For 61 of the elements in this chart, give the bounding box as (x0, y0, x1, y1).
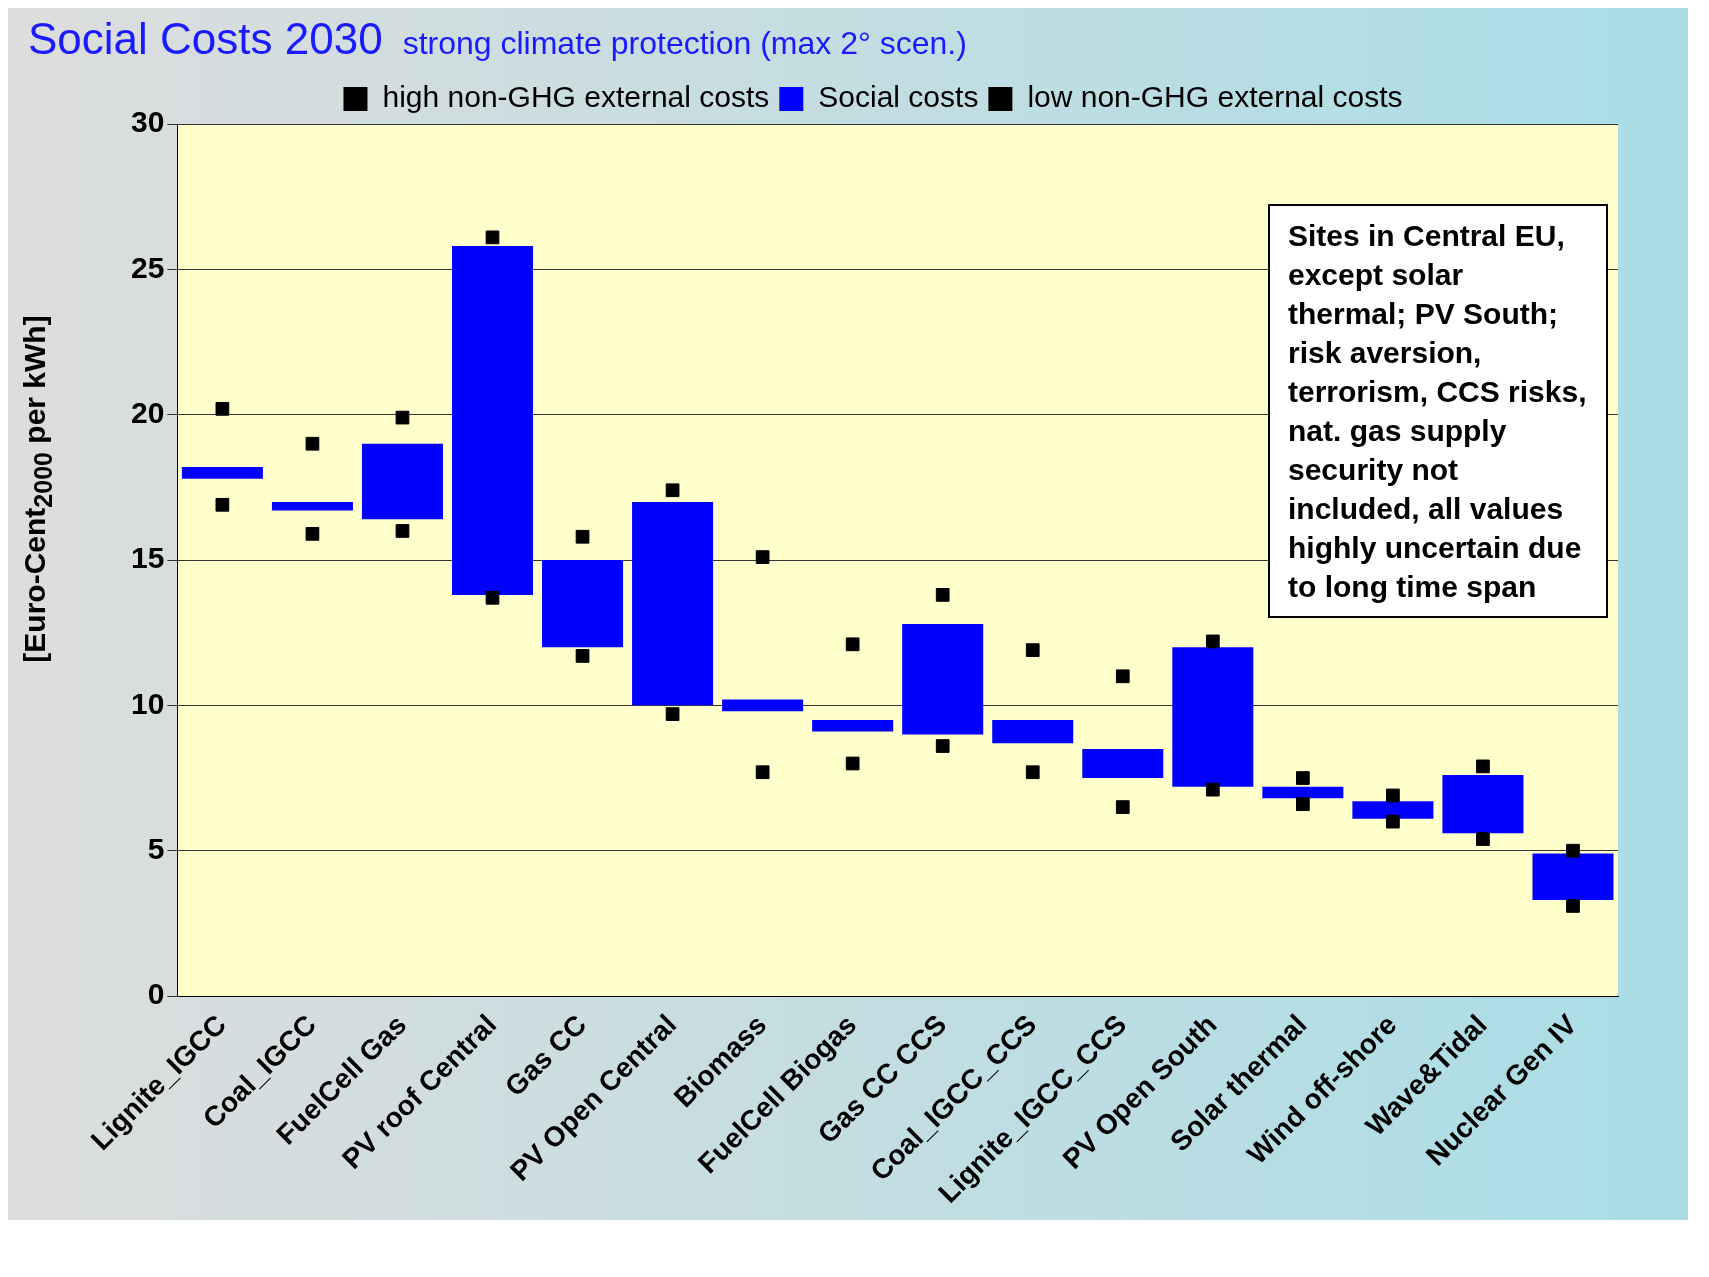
point (1025, 765, 1040, 780)
point (215, 497, 230, 512)
bar (722, 699, 804, 712)
point (1205, 782, 1220, 797)
point (305, 526, 320, 541)
point (395, 410, 410, 425)
point (1386, 788, 1400, 803)
point (755, 765, 770, 780)
bar (271, 501, 353, 511)
y-tick-label: 10 (130, 686, 165, 720)
point (935, 588, 950, 602)
y-tick-label: 15 (130, 541, 165, 575)
bar (812, 719, 894, 732)
chart-subtitle: strong climate protection (max 2° scen.) (402, 25, 967, 61)
point (665, 707, 680, 721)
point (1566, 843, 1580, 858)
point (845, 637, 860, 652)
y-tick-label: 5 (147, 831, 165, 865)
bar (1532, 853, 1614, 901)
point (395, 524, 410, 538)
point (1205, 634, 1220, 649)
y-tick-label: 25 (130, 250, 165, 284)
y-tick-label: 20 (130, 395, 165, 429)
bar (632, 501, 714, 706)
y-tick-label: 30 (130, 105, 165, 139)
point (1476, 832, 1490, 846)
point (935, 739, 950, 753)
point (575, 529, 590, 544)
bar (902, 623, 984, 735)
bar (1442, 775, 1524, 834)
point (575, 649, 590, 663)
text: Sites in Central EU, except solar thermal; PV South; risk aversion, terrorism, CCS risks, nat. gas supply security not included, all values highly uncertain due to long time span (1288, 219, 1587, 603)
point (1115, 800, 1130, 814)
point (485, 590, 500, 605)
point (1296, 797, 1310, 812)
bar (361, 443, 443, 520)
point (1386, 814, 1400, 829)
y-tick-label: 0 (147, 977, 165, 1011)
point (665, 483, 680, 498)
point (1296, 771, 1310, 785)
bar (542, 560, 624, 648)
bar (1262, 786, 1344, 799)
chart-title: Social Costs 2030 (28, 14, 383, 63)
point (1476, 759, 1490, 774)
point (215, 402, 230, 416)
bar (1172, 647, 1254, 787)
point (485, 230, 500, 245)
legend-label: Social costs (818, 80, 979, 114)
bar (992, 719, 1074, 744)
legend-label: low non-GHG external costs (1027, 80, 1403, 114)
point (845, 756, 860, 771)
point (1025, 643, 1040, 657)
point (755, 550, 770, 564)
point (305, 436, 320, 451)
point (1115, 669, 1130, 684)
bar (1352, 801, 1434, 819)
legend-label: high non-GHG external costs (382, 80, 770, 114)
bar (451, 246, 534, 595)
bar (181, 467, 263, 479)
point (1566, 899, 1580, 913)
bar (1082, 748, 1164, 779)
